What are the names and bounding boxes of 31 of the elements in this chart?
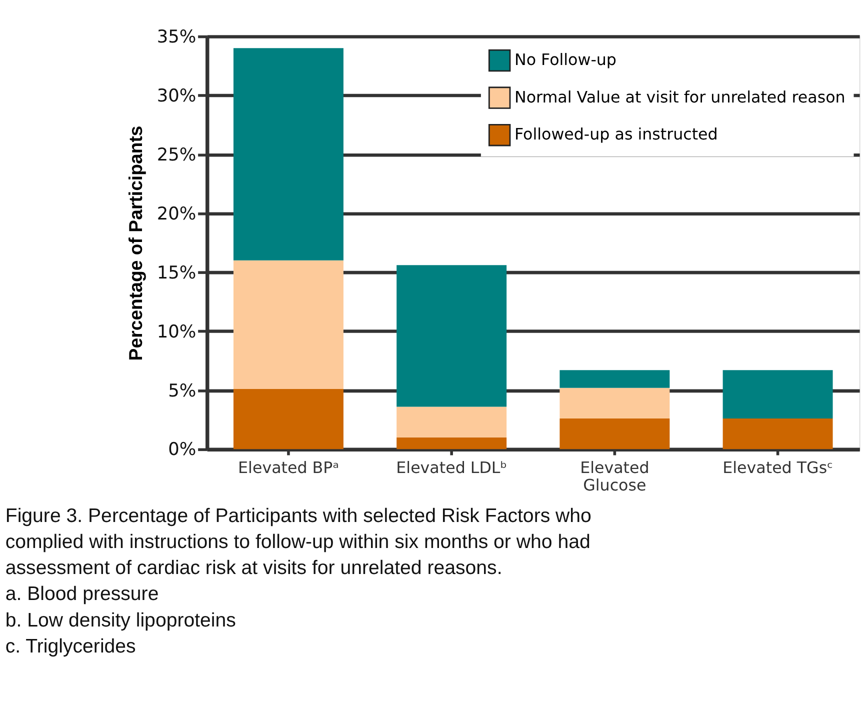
y-tick-label: 30%	[156, 86, 196, 106]
x-tick-label: Elevated BPᵃ	[238, 458, 339, 477]
y-axis-title: Percentage of Participants	[124, 126, 146, 361]
bar	[722, 370, 833, 419]
y-tick-label: 35%	[156, 27, 196, 48]
y-tick-label: 10%	[156, 322, 196, 342]
y-tick-label: 20%	[156, 204, 196, 224]
y-tick-label: 5%	[168, 381, 196, 402]
bar	[233, 48, 344, 260]
bar	[396, 265, 507, 407]
x-tick-label: Elevated Glucose	[580, 458, 650, 495]
text: c. Triglycerides	[5, 635, 136, 658]
y-tick-label: 15%	[156, 263, 196, 284]
text: b. Low density lipoproteins	[5, 609, 236, 632]
bar	[560, 370, 670, 388]
y-tick-label: 25%	[156, 145, 196, 166]
legend-label: Followed-up as instructed	[514, 124, 718, 144]
bar	[560, 418, 670, 450]
legend-label: Normal Value at visit for unrelated reason	[514, 87, 846, 106]
legend-label: No Follow-up	[514, 50, 616, 70]
bar	[396, 406, 507, 438]
bar	[722, 418, 833, 450]
x-tick-label: Elevated LDLᵇ	[396, 458, 507, 477]
y-tick-label: 0%	[168, 440, 196, 460]
x-tick-label: Elevated TGsᶜ	[722, 458, 833, 477]
text: a. Blood pressure	[5, 583, 159, 606]
bar	[233, 260, 344, 390]
bar	[396, 437, 507, 450]
caption: Figure 3. Percentage of Participants with selected Risk Factors who complied with instructions to follow-up within six months or who had assessment of cardiac risk at visits for unrelated reasons.	[5, 504, 592, 580]
bar	[560, 388, 670, 419]
bar	[233, 389, 344, 450]
